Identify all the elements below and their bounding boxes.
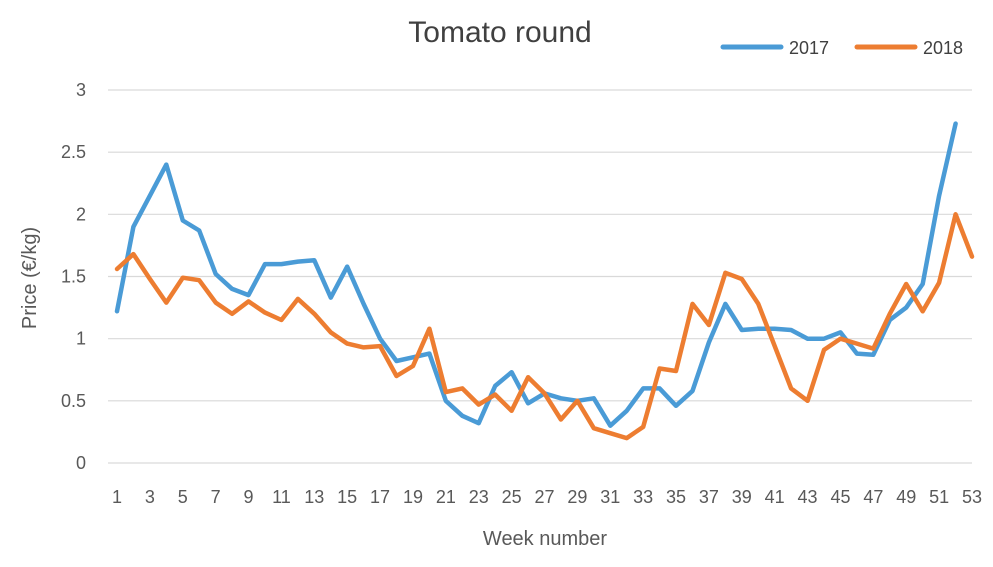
x-tick-label: 23 [469, 487, 489, 507]
x-tick-label: 35 [666, 487, 686, 507]
chart-title: Tomato round [408, 16, 591, 49]
y-axis-ticks: 0 0.5 1 1.5 2 2.5 3 [61, 80, 86, 473]
legend-label-2018: 2018 [923, 38, 963, 58]
x-tick-label: 33 [633, 487, 653, 507]
legend-label-2017: 2017 [789, 38, 829, 58]
x-tick-label: 25 [502, 487, 522, 507]
x-tick-label: 51 [929, 487, 949, 507]
x-tick-label: 53 [962, 487, 982, 507]
x-tick-label: 17 [370, 487, 390, 507]
x-tick-label: 31 [600, 487, 620, 507]
y-tick-label: 0.5 [61, 391, 86, 411]
x-tick-label: 47 [863, 487, 883, 507]
x-tick-label: 29 [567, 487, 587, 507]
y-tick-label: 1.5 [61, 267, 86, 287]
y-tick-label: 1 [76, 329, 86, 349]
x-tick-label: 43 [798, 487, 818, 507]
x-tick-label: 37 [699, 487, 719, 507]
x-tick-label: 3 [145, 487, 155, 507]
x-tick-label: 41 [765, 487, 785, 507]
y-tick-label: 0 [76, 453, 86, 473]
y-tick-label: 3 [76, 80, 86, 100]
x-tick-label: 15 [337, 487, 357, 507]
x-tick-label: 9 [244, 487, 254, 507]
x-tick-label: 5 [178, 487, 188, 507]
x-axis-ticks: 1 3 5 7 9 11 13 15 17 19 21 23 25 27 29 31 33 35 37 39 41 43 4… [112, 487, 982, 507]
series-lines [114, 121, 975, 441]
gridlines [108, 89, 972, 464]
x-axis-label: Week number [483, 528, 607, 550]
y-tick-label: 2.5 [61, 142, 86, 162]
x-tick-label: 45 [830, 487, 850, 507]
x-tick-label: 27 [534, 487, 554, 507]
legend: 2017 2018 [720, 38, 963, 58]
x-tick-label: 1 [112, 487, 122, 507]
x-tick-label: 19 [403, 487, 423, 507]
x-tick-label: 21 [436, 487, 456, 507]
x-tick-label: 7 [211, 487, 221, 507]
x-tick-label: 13 [304, 487, 324, 507]
x-tick-label: 39 [732, 487, 752, 507]
y-tick-label: 2 [76, 204, 86, 224]
y-axis-label: Price (€/kg) [19, 227, 41, 329]
x-tick-label: 11 [272, 487, 291, 507]
series-line-2017 [114, 121, 958, 428]
series-line-2018 [114, 212, 975, 441]
x-tick-label: 49 [896, 487, 916, 507]
